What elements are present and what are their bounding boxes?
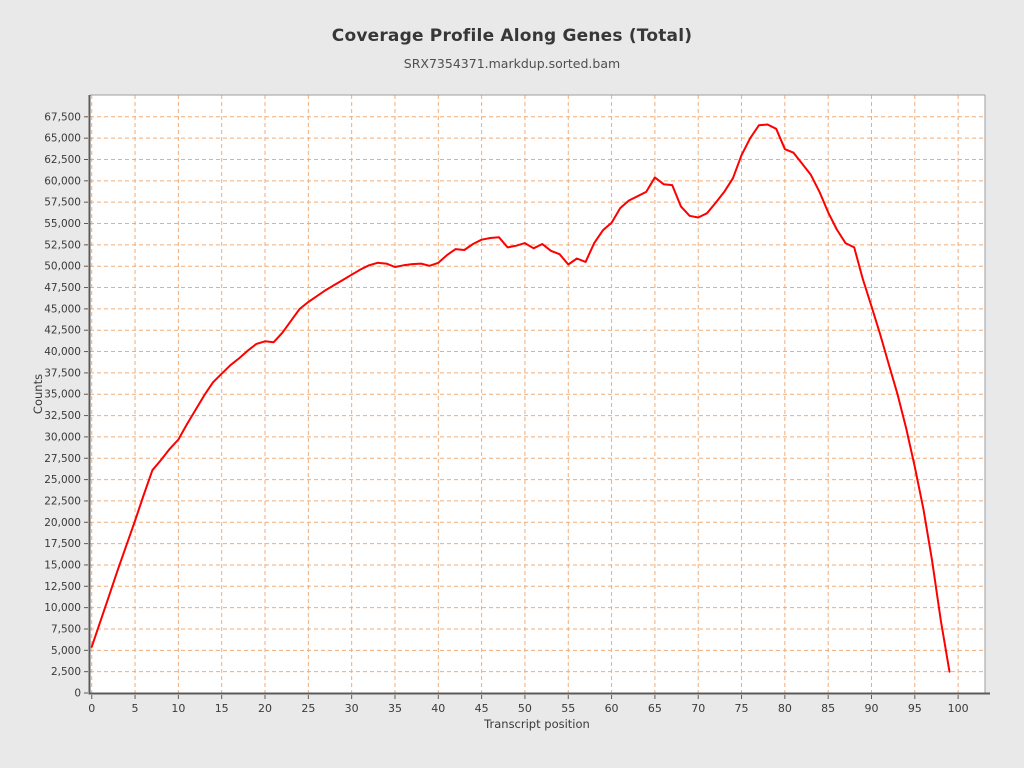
svg-text:15: 15 bbox=[215, 702, 229, 715]
svg-text:32,500: 32,500 bbox=[44, 410, 81, 422]
chart-title: Coverage Profile Along Genes (Total) bbox=[331, 26, 693, 46]
svg-text:52,500: 52,500 bbox=[44, 239, 81, 251]
svg-text:10,000: 10,000 bbox=[44, 602, 81, 614]
svg-text:7,500: 7,500 bbox=[51, 623, 81, 635]
svg-text:12,500: 12,500 bbox=[44, 581, 81, 593]
svg-text:45,000: 45,000 bbox=[44, 303, 81, 315]
gridlines bbox=[90, 95, 985, 693]
svg-text:65,000: 65,000 bbox=[44, 133, 81, 145]
svg-text:100: 100 bbox=[948, 702, 969, 715]
svg-text:57,500: 57,500 bbox=[44, 197, 81, 209]
svg-text:40,000: 40,000 bbox=[44, 346, 81, 358]
chart-subtitle: SRX7354371.markdup.sorted.bam bbox=[403, 56, 621, 71]
svg-text:85: 85 bbox=[821, 702, 835, 715]
svg-text:25,000: 25,000 bbox=[44, 474, 81, 486]
x-tick-labels: 0 5 10 15 20 25 30 35 40 45 50 55 60 65 70 75 80 85 90 95 10… bbox=[88, 702, 968, 715]
svg-text:30,000: 30,000 bbox=[44, 431, 81, 443]
y-tick-labels: 0 2,500 5,000 7,500 10,000 12,500 15,000 17,500… bbox=[44, 111, 81, 699]
svg-text:60: 60 bbox=[605, 702, 619, 715]
svg-text:35: 35 bbox=[388, 702, 402, 715]
svg-text:2,500: 2,500 bbox=[51, 666, 81, 678]
svg-text:67,500: 67,500 bbox=[44, 111, 81, 123]
svg-text:25: 25 bbox=[301, 702, 315, 715]
svg-text:50,000: 50,000 bbox=[44, 261, 81, 273]
svg-text:40: 40 bbox=[431, 702, 445, 715]
svg-text:10: 10 bbox=[171, 702, 185, 715]
svg-text:55: 55 bbox=[561, 702, 575, 715]
svg-text:17,500: 17,500 bbox=[44, 538, 81, 550]
svg-text:5,000: 5,000 bbox=[51, 645, 81, 657]
svg-text:90: 90 bbox=[865, 702, 879, 715]
svg-text:20: 20 bbox=[258, 702, 272, 715]
svg-text:80: 80 bbox=[778, 702, 792, 715]
svg-text:47,500: 47,500 bbox=[44, 282, 81, 294]
x-axis-title: Transcript position bbox=[484, 717, 590, 731]
svg-text:22,500: 22,500 bbox=[44, 495, 81, 507]
series-line bbox=[90, 123, 951, 673]
svg-text:62,500: 62,500 bbox=[44, 154, 81, 166]
svg-text:15,000: 15,000 bbox=[44, 559, 81, 571]
svg-text:35,000: 35,000 bbox=[44, 389, 81, 401]
svg-text:27,500: 27,500 bbox=[44, 453, 81, 465]
svg-text:5: 5 bbox=[132, 702, 139, 715]
svg-text:0: 0 bbox=[74, 688, 81, 700]
svg-text:65: 65 bbox=[648, 702, 662, 715]
svg-text:95: 95 bbox=[908, 702, 922, 715]
svg-text:37,500: 37,500 bbox=[44, 367, 81, 379]
svg-text:42,500: 42,500 bbox=[44, 325, 81, 337]
svg-text:20,000: 20,000 bbox=[44, 517, 81, 529]
svg-text:60,000: 60,000 bbox=[44, 175, 81, 187]
svg-text:70: 70 bbox=[691, 702, 705, 715]
svg-text:30: 30 bbox=[345, 702, 359, 715]
svg-text:45: 45 bbox=[475, 702, 489, 715]
tick-marks bbox=[84, 116, 959, 699]
svg-text:50: 50 bbox=[518, 702, 532, 715]
svg-text:55,000: 55,000 bbox=[44, 218, 81, 230]
svg-text:75: 75 bbox=[735, 702, 749, 715]
svg-text:0: 0 bbox=[88, 702, 95, 715]
